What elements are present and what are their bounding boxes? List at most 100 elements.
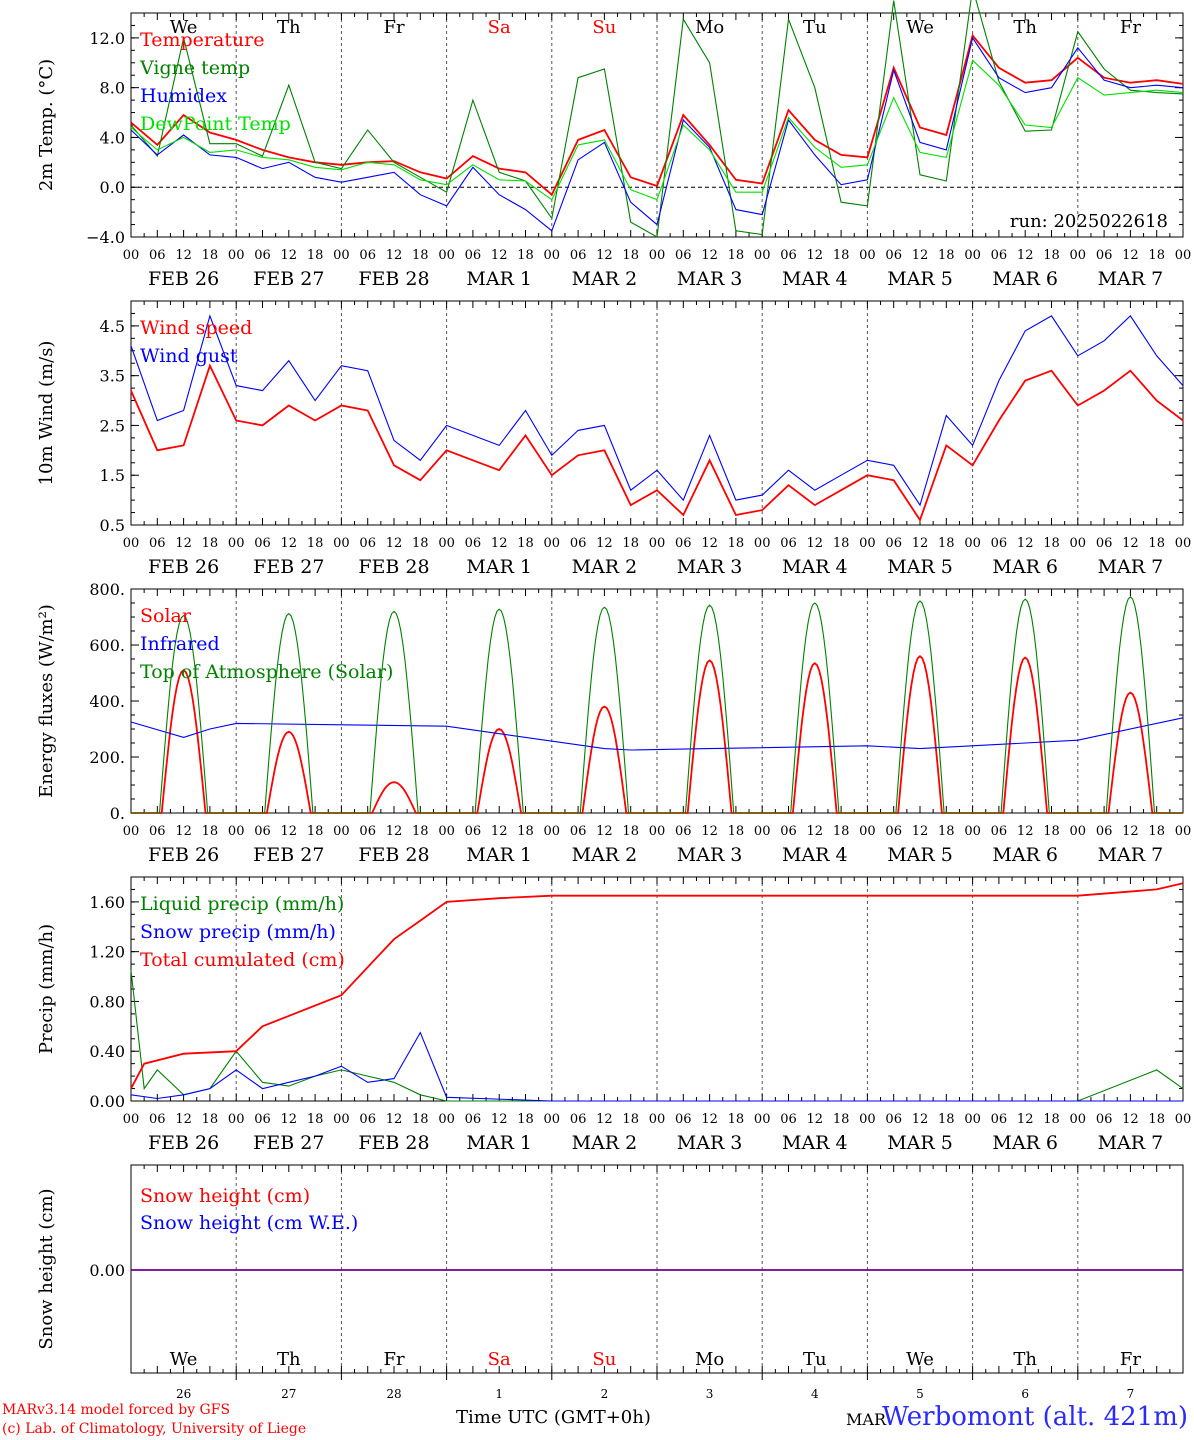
hour-tick-label: 00 <box>333 248 350 263</box>
series-line <box>130 314 1184 507</box>
hour-tick-label: 00 <box>544 1112 561 1127</box>
hour-tick-label: 18 <box>1043 536 1060 551</box>
hour-tick-label: 18 <box>833 824 850 839</box>
hour-tick-label: 12 <box>807 1112 824 1127</box>
date-label: MAR 4 <box>782 556 848 578</box>
hour-tick-label: 18 <box>622 1112 639 1127</box>
day-number-label: 27 <box>281 1387 296 1401</box>
hour-tick-label: 00 <box>649 824 666 839</box>
y-axis-label: Snow height (cm) <box>36 1188 57 1349</box>
date-label: MAR 4 <box>782 1132 848 1154</box>
hour-tick-label: 18 <box>1043 824 1060 839</box>
day-number-label: 4 <box>811 1387 819 1401</box>
y-tick-label: 0.5 <box>100 516 125 535</box>
hour-tick-label: 06 <box>465 1112 482 1127</box>
hour-tick-label: 18 <box>202 1112 219 1127</box>
hour-tick-label: 06 <box>359 1112 376 1127</box>
hour-tick-label: 18 <box>833 1112 850 1127</box>
hour-tick-label: 12 <box>807 824 824 839</box>
y-axis-label: Precip (mm/h) <box>36 924 57 1054</box>
legend-entry: Vigne temp <box>139 57 250 79</box>
hour-tick-label: 06 <box>359 536 376 551</box>
date-label: MAR 2 <box>572 268 638 290</box>
legend-entry: Wind gust <box>140 345 238 367</box>
hour-tick-label: 18 <box>728 1112 745 1127</box>
hour-tick-label: 00 <box>544 536 561 551</box>
day-number-label: 28 <box>386 1387 401 1401</box>
hour-tick-label: 06 <box>465 536 482 551</box>
hour-tick-label: 06 <box>675 248 692 263</box>
hour-tick-label: 00 <box>438 536 455 551</box>
hour-tick-label: 06 <box>570 824 587 839</box>
hour-tick-label: 18 <box>202 824 219 839</box>
hour-tick-label: 12 <box>701 248 718 263</box>
hour-tick-label: 06 <box>780 248 797 263</box>
hour-tick-label: 12 <box>1017 824 1034 839</box>
series-line <box>130 59 1184 201</box>
hour-tick-label: 00 <box>964 1112 981 1127</box>
date-label: MAR 4 <box>782 844 848 866</box>
series-line <box>130 1031 1183 1102</box>
hour-tick-label: 18 <box>938 248 955 263</box>
date-label: FEB 28 <box>358 556 429 578</box>
date-label: FEB 28 <box>358 268 429 290</box>
legend-entry: Liquid precip (mm/h) <box>140 893 344 915</box>
hour-tick-label: 06 <box>675 536 692 551</box>
date-label: MAR 2 <box>572 556 638 578</box>
hour-tick-label: 18 <box>202 536 219 551</box>
hour-tick-label: 12 <box>175 1112 192 1127</box>
series-line <box>131 596 1183 814</box>
weekday-label: Fr <box>1120 17 1141 38</box>
hour-tick-label: 00 <box>859 1112 876 1127</box>
hour-tick-label: 00 <box>859 248 876 263</box>
hour-tick-label: 18 <box>307 1112 324 1127</box>
hour-tick-label: 12 <box>175 248 192 263</box>
hour-tick-label: 12 <box>912 824 929 839</box>
hour-tick-label: 00 <box>754 248 771 263</box>
hour-tick-label: 18 <box>938 824 955 839</box>
hour-tick-label: 06 <box>780 536 797 551</box>
date-label: MAR 6 <box>992 844 1058 866</box>
weekday-label: Th <box>1013 17 1037 38</box>
y-tick-label: 200. <box>89 748 125 767</box>
y-tick-label: 0. <box>110 804 125 823</box>
day-number-label: 26 <box>176 1387 191 1401</box>
hour-tick-label: 18 <box>517 248 534 263</box>
hour-tick-label: 12 <box>386 248 403 263</box>
hour-tick-label: 12 <box>596 1112 613 1127</box>
hour-tick-label: 12 <box>912 536 929 551</box>
day-number-label: 3 <box>706 1387 714 1401</box>
y-tick-label: 1.20 <box>89 943 125 962</box>
hour-tick-label: 12 <box>807 248 824 263</box>
hour-tick-label: 18 <box>622 248 639 263</box>
hour-tick-label: 06 <box>885 536 902 551</box>
hour-tick-label: 12 <box>912 1112 929 1127</box>
hour-tick-label: 00 <box>544 248 561 263</box>
weekday-label: We <box>170 17 198 38</box>
y-tick-label: 1.5 <box>100 466 125 485</box>
legend-entry: Temperature <box>140 29 264 51</box>
hour-tick-label: 06 <box>991 1112 1008 1127</box>
series-line <box>130 882 1184 1090</box>
hour-tick-label: 06 <box>359 248 376 263</box>
date-label: MAR 6 <box>992 1132 1058 1154</box>
hour-tick-label: 06 <box>465 824 482 839</box>
hour-tick-label: 06 <box>570 1112 587 1127</box>
hour-tick-label: 18 <box>202 248 219 263</box>
hour-tick-label: 06 <box>254 248 271 263</box>
date-label: FEB 26 <box>148 556 219 578</box>
hour-tick-label: 06 <box>675 1112 692 1127</box>
date-label: MAR 1 <box>466 1132 532 1154</box>
hour-tick-label: 18 <box>1043 248 1060 263</box>
hour-tick-label: 06 <box>254 1112 271 1127</box>
day-number-label: 5 <box>916 1387 924 1401</box>
date-label: MAR 3 <box>677 268 743 290</box>
hour-tick-label: 12 <box>596 536 613 551</box>
hour-tick-label: 00 <box>544 824 561 839</box>
hour-tick-label: 06 <box>675 824 692 839</box>
weekday-label: We <box>906 17 934 38</box>
legend-entry: Solar <box>140 605 192 627</box>
hour-tick-label: 06 <box>465 248 482 263</box>
y-tick-label: 0.40 <box>89 1042 125 1061</box>
date-label: MAR 7 <box>1098 556 1164 578</box>
